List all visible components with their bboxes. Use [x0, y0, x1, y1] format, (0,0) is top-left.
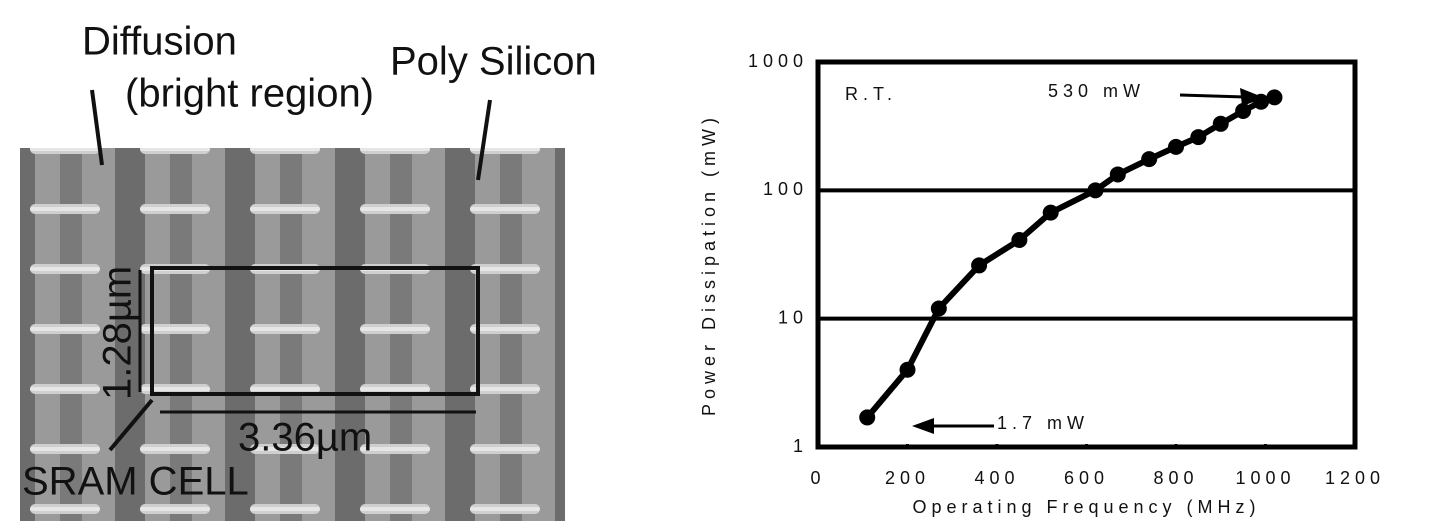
micrograph: Diffusion (bright region) Poly Silicon 1… — [20, 20, 597, 521]
label: Diffusion — [82, 20, 237, 64]
arrowhead — [912, 418, 934, 434]
point — [900, 362, 916, 378]
point — [971, 257, 987, 273]
point — [1266, 89, 1282, 105]
y-tick-label: 1 — [793, 436, 808, 456]
point — [1110, 166, 1126, 182]
point — [1190, 129, 1206, 145]
x-tick-label: 600 — [1064, 468, 1109, 488]
y-axis-label: Power Dissipation (mW) — [699, 113, 719, 416]
label: 3.36µm — [238, 416, 372, 460]
chart: 1 10 100 1000 0 200 400 600 800 1000 1200 Operating… — [699, 51, 1385, 517]
point — [1087, 182, 1103, 198]
x-tick-label: 0 — [810, 468, 825, 488]
figure: Diffusion (bright region) Poly Silicon 1… — [0, 0, 1429, 521]
label: SRAM CELL — [22, 460, 249, 504]
page: Diffusion (bright region) Poly Silicon 1… — [0, 0, 1429, 526]
point — [1141, 151, 1157, 167]
annotation: R.T. — [845, 84, 897, 104]
arrow — [1180, 95, 1245, 97]
x-tick-label: 400 — [974, 468, 1019, 488]
line — [867, 97, 1274, 417]
label: Poly Silicon — [390, 40, 597, 84]
y-tick-label: 100 — [763, 179, 808, 199]
x-tick-label: 1000 — [1235, 468, 1295, 488]
annotation: 530 mW — [1048, 81, 1145, 101]
x-axis-label: Operating Frequency (MHz) — [912, 497, 1260, 517]
y-tick-label: 10 — [778, 307, 808, 327]
point — [1168, 139, 1184, 155]
point — [1011, 232, 1027, 248]
annotation: 1.7 mW — [997, 413, 1089, 433]
label: (bright region) — [125, 72, 374, 116]
x-tick-label: 800 — [1153, 468, 1198, 488]
point — [859, 409, 875, 425]
plot-frame — [818, 62, 1355, 447]
point — [931, 301, 947, 317]
point — [1213, 116, 1229, 132]
x-tick-label: 1200 — [1325, 468, 1385, 488]
label: 1.28µm — [96, 266, 140, 400]
x-tick-label: 200 — [885, 468, 930, 488]
y-tick-label: 1000 — [748, 51, 808, 71]
point — [1043, 205, 1059, 221]
